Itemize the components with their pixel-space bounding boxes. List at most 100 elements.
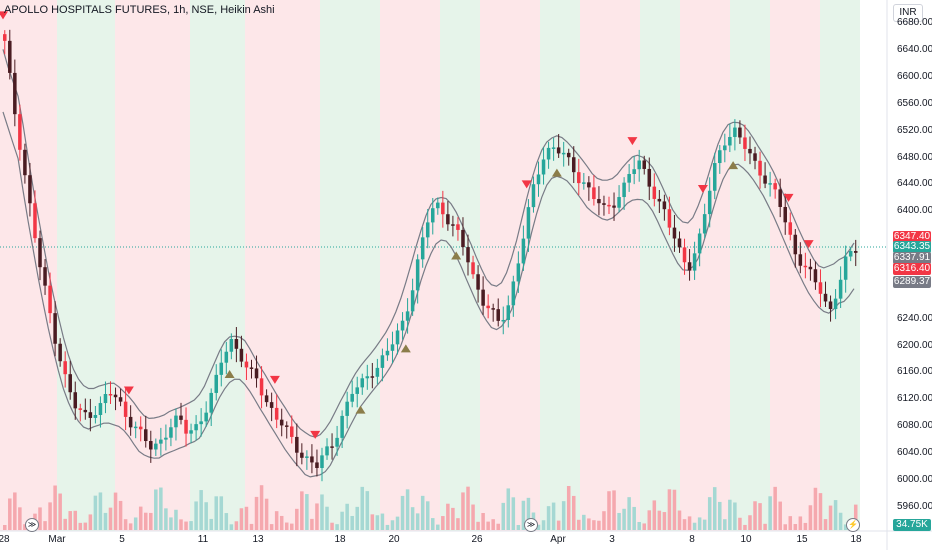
buy-signal-marker xyxy=(224,369,235,378)
volume-bar xyxy=(486,521,490,530)
scroll-left-button[interactable]: ≫ xyxy=(25,518,39,532)
volume-bar xyxy=(189,521,193,530)
price-value-label: 6316.40 xyxy=(893,263,931,275)
sell-signal-marker xyxy=(310,430,321,439)
candle xyxy=(264,395,269,403)
candle xyxy=(199,421,203,425)
price-tick-label: 6600.00 xyxy=(897,71,932,83)
candle xyxy=(652,186,657,199)
volume-bar xyxy=(813,487,818,530)
candle xyxy=(335,437,339,447)
currency-button[interactable]: INR xyxy=(893,4,923,22)
volume-bar xyxy=(652,500,657,530)
volume-bar xyxy=(279,515,284,530)
volume-bar xyxy=(773,486,777,530)
volume-bar xyxy=(798,516,803,530)
candle xyxy=(617,197,621,208)
volume-bar xyxy=(758,503,762,530)
candle xyxy=(174,415,178,428)
volume-bar xyxy=(43,521,47,530)
volume-bar xyxy=(667,489,672,530)
candle xyxy=(471,262,475,275)
price-value-label: 6343.35 xyxy=(893,241,931,253)
candle xyxy=(496,309,500,321)
candle xyxy=(48,285,52,314)
volume-bar xyxy=(582,514,586,530)
candle xyxy=(476,274,480,290)
price-tick-label: 6200.00 xyxy=(897,339,932,351)
price-tick-label: 6240.00 xyxy=(897,312,932,324)
candle xyxy=(53,313,57,344)
candle xyxy=(431,208,435,223)
volume-bar xyxy=(400,495,405,530)
candle xyxy=(254,368,259,379)
volume-bar xyxy=(355,506,359,530)
volume-bar xyxy=(219,496,224,530)
candle xyxy=(486,305,490,309)
time-tick-label: 8 xyxy=(689,534,695,545)
volume-bar xyxy=(556,520,561,530)
volume-bar xyxy=(571,495,576,530)
volume-bar xyxy=(118,500,123,530)
candle xyxy=(682,247,687,263)
volume-bar xyxy=(234,521,239,530)
candle xyxy=(818,282,823,294)
time-tick-label: 20 xyxy=(388,534,400,545)
realtime-icon[interactable]: ⚡ xyxy=(846,518,860,532)
chart-title: APOLLO HOSPITALS FUTURES, 1h, NSE, Heiki… xyxy=(4,4,275,16)
volume-bar xyxy=(3,525,7,530)
volume-bar xyxy=(853,504,858,530)
candle xyxy=(78,408,83,410)
session-band xyxy=(190,0,245,531)
candle xyxy=(164,437,168,440)
session-band xyxy=(640,0,680,531)
background-bands xyxy=(0,0,860,531)
candle xyxy=(169,427,173,438)
candle xyxy=(738,127,742,138)
candle xyxy=(340,415,344,438)
volume-bar xyxy=(143,512,148,530)
candle xyxy=(249,367,254,369)
candle xyxy=(718,150,722,164)
upper-band-line xyxy=(2,49,855,438)
volume-bar xyxy=(672,489,677,530)
volume-bar xyxy=(808,505,813,530)
candle xyxy=(571,157,576,173)
volume-bar xyxy=(93,495,98,530)
price-tick-label: 6040.00 xyxy=(897,446,932,458)
candle xyxy=(602,203,606,205)
price-tick-label: 5960.00 xyxy=(897,500,932,512)
volume-bar xyxy=(521,500,526,530)
candle xyxy=(244,361,249,368)
candle xyxy=(184,419,188,434)
volume-bar xyxy=(738,517,742,530)
volume-bar xyxy=(159,487,163,530)
candle xyxy=(848,251,853,257)
candle xyxy=(360,378,365,388)
session-band xyxy=(245,0,320,531)
volume-bar xyxy=(461,492,465,530)
candle xyxy=(607,204,611,207)
time-tick-label: 15 xyxy=(796,534,808,545)
volume-bar xyxy=(828,505,833,530)
time-tick-label: 18 xyxy=(334,534,346,545)
volume-bar xyxy=(154,489,158,530)
volume-bar xyxy=(778,501,782,530)
volume-bar xyxy=(108,507,113,530)
candle xyxy=(405,311,410,321)
volume-bar xyxy=(199,490,203,530)
volume-bar xyxy=(315,503,319,530)
volume-bar xyxy=(18,507,22,530)
candle xyxy=(8,40,12,73)
candle xyxy=(466,247,470,263)
volume-bar xyxy=(249,523,254,530)
volume-value-label: 34.75K xyxy=(893,519,931,531)
sell-signal-marker xyxy=(269,375,280,384)
scroll-right-button[interactable]: ≫ xyxy=(524,518,538,532)
time-tick-label: 10 xyxy=(740,534,752,545)
candle xyxy=(295,436,299,453)
sell-signal-marker xyxy=(783,193,794,202)
candle xyxy=(325,446,329,456)
volume-bar xyxy=(113,492,118,530)
